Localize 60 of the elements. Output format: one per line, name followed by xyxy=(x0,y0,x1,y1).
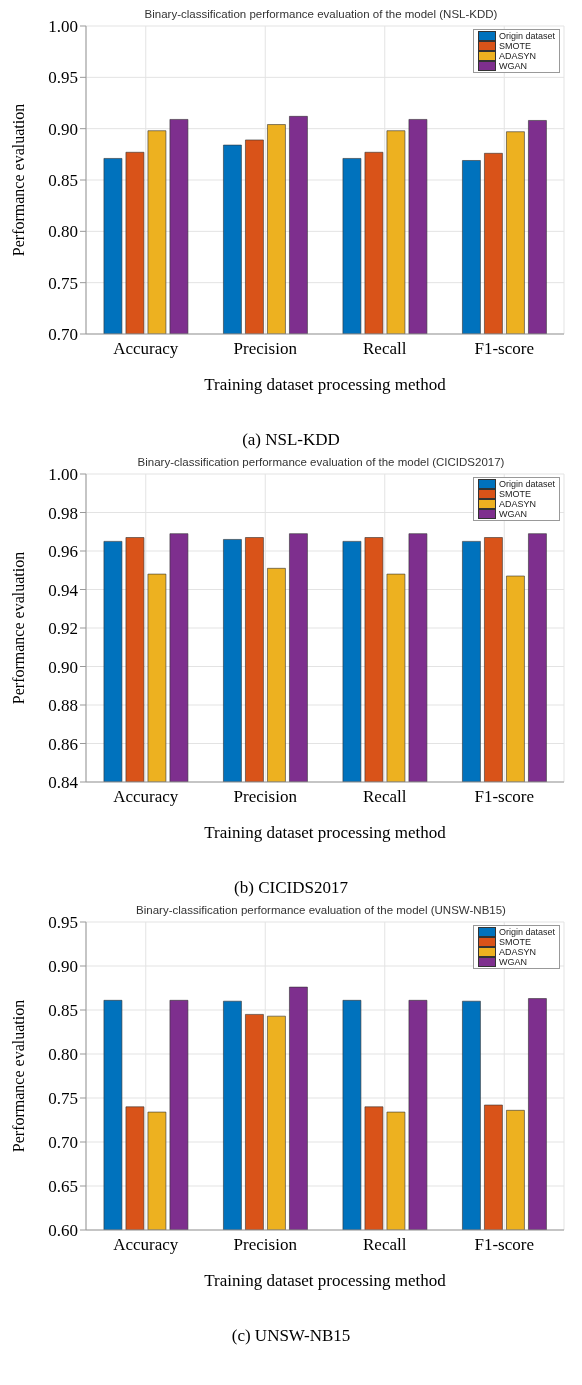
y-tick-label: 0.86 xyxy=(48,734,78,754)
text: (b) CICIDS2017 xyxy=(233,878,349,898)
chart-title: Binary-classification performance evaluation of the model (CICIDS2017) xyxy=(137,456,505,468)
legend-label: WGAN xyxy=(498,61,527,71)
chart-title: Binary-classification performance evaluation of the model (UNSW-NB15) xyxy=(136,904,506,916)
legend-label: ADASYN xyxy=(498,499,536,509)
chart-title: Binary-classification performance evaluation of the model (NSL-KDD) xyxy=(144,8,498,20)
y-tick-label: 0.75 xyxy=(48,1089,78,1109)
legend-label: SMOTE xyxy=(498,937,531,947)
legend-label: WGAN xyxy=(498,957,527,967)
y-tick-label: 0.80 xyxy=(48,222,78,242)
x-tick-label: Accuracy xyxy=(113,1235,179,1255)
legend-label: ADASYN xyxy=(498,51,536,61)
x-tick-label: F1-score xyxy=(474,1235,534,1255)
y-tick-label: 0.90 xyxy=(48,119,78,139)
x-tick-label: Recall xyxy=(363,787,407,807)
legend-label: Origin dataset xyxy=(498,479,555,489)
x-tick-label: Precision xyxy=(233,787,298,807)
y-tick-label: 0.90 xyxy=(48,957,78,977)
x-axis-title: Training dataset processing method xyxy=(204,823,447,842)
y-tick-label: 1.00 xyxy=(48,465,78,485)
y-tick-label: 0.70 xyxy=(48,1133,78,1153)
legend-label: SMOTE xyxy=(498,41,531,51)
y-tick-label: 0.88 xyxy=(48,696,78,716)
y-tick-label: 0.95 xyxy=(48,913,78,933)
y-axis-title: Performance evaluation xyxy=(9,103,27,257)
x-tick-label: Accuracy xyxy=(113,787,179,807)
text: (c) UNSW-NB15 xyxy=(230,1326,352,1346)
y-tick-label: 0.92 xyxy=(48,619,78,639)
y-tick-label: 0.84 xyxy=(48,773,79,793)
y-tick-label: 0.65 xyxy=(48,1177,78,1197)
x-tick-label: F1-score xyxy=(474,339,534,359)
y-tick-label: 0.85 xyxy=(48,171,78,191)
y-axis-title: Performance evaluation xyxy=(9,999,27,1153)
x-axis-title: Training dataset processing method xyxy=(204,375,447,394)
x-tick-label: F1-score xyxy=(474,787,534,807)
y-tick-label: 0.70 xyxy=(48,325,78,345)
y-tick-label: 0.75 xyxy=(48,273,78,293)
x-axis-title: Training dataset processing method xyxy=(204,1271,447,1290)
x-tick-label: Recall xyxy=(363,1235,407,1255)
y-tick-label: 1.00 xyxy=(48,17,78,37)
text: (a) NSL-KDD xyxy=(241,430,341,450)
y-axis-title: Performance evaluation xyxy=(9,551,27,705)
legend-label: WGAN xyxy=(498,509,527,519)
x-tick-label: Precision xyxy=(233,1235,298,1255)
y-tick-label: 0.96 xyxy=(48,542,78,562)
legend-label: Origin dataset xyxy=(498,31,555,41)
y-tick-label: 0.60 xyxy=(48,1221,78,1241)
y-tick-label: 0.90 xyxy=(48,657,78,677)
y-tick-label: 0.98 xyxy=(48,503,78,523)
y-tick-label: 0.85 xyxy=(48,1001,78,1021)
y-tick-label: 0.94 xyxy=(48,580,79,600)
x-tick-label: Accuracy xyxy=(113,339,179,359)
legend-label: ADASYN xyxy=(498,947,536,957)
x-tick-label: Precision xyxy=(233,339,298,359)
legend-label: Origin dataset xyxy=(498,927,555,937)
x-tick-label: Recall xyxy=(363,339,407,359)
y-tick-label: 0.95 xyxy=(48,68,78,88)
legend-label: SMOTE xyxy=(498,489,531,499)
y-tick-label: 0.80 xyxy=(48,1045,78,1065)
